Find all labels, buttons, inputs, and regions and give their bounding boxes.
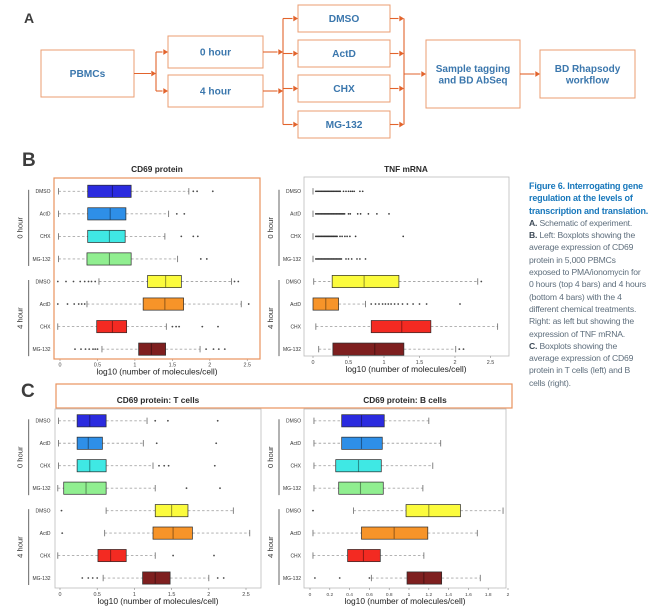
svg-text:ActD: ActD — [290, 302, 301, 308]
svg-text:2: 2 — [507, 592, 510, 598]
svg-text:0 hour: 0 hour — [266, 217, 275, 239]
svg-text:0.5: 0.5 — [345, 360, 353, 366]
svg-text:ActD: ActD — [40, 441, 51, 447]
svg-text:DMSO: DMSO — [329, 14, 360, 25]
svg-text:DMSO: DMSO — [36, 189, 51, 195]
svg-text:1.6: 1.6 — [465, 592, 472, 598]
svg-text:MG-132: MG-132 — [32, 486, 50, 492]
svg-text:ActD: ActD — [290, 531, 301, 537]
svg-text:A: A — [24, 10, 34, 26]
svg-text:ActD: ActD — [332, 49, 356, 60]
svg-text:1.8: 1.8 — [485, 592, 492, 598]
svg-text:TNF mRNA: TNF mRNA — [384, 164, 428, 174]
svg-text:CD69 protein: CD69 protein — [131, 164, 183, 174]
svg-text:MG-132: MG-132 — [283, 486, 301, 492]
svg-text:1: 1 — [133, 592, 136, 598]
svg-text:0 hour: 0 hour — [200, 48, 231, 59]
svg-text:0: 0 — [309, 592, 312, 598]
svg-text:0: 0 — [312, 360, 315, 366]
svg-text:0.5: 0.5 — [93, 592, 101, 598]
svg-text:DMSO: DMSO — [286, 419, 301, 425]
svg-text:CHX: CHX — [290, 553, 301, 559]
svg-text:1: 1 — [408, 592, 411, 598]
svg-text:0.2: 0.2 — [326, 592, 333, 598]
svg-text:log10 (number of molecules/cel: log10 (number of molecules/cell) — [97, 596, 218, 606]
svg-text:CHX: CHX — [290, 234, 301, 240]
svg-text:0.6: 0.6 — [366, 592, 373, 598]
svg-text:MG-132: MG-132 — [283, 576, 301, 582]
svg-text:0: 0 — [59, 592, 62, 598]
svg-text:2: 2 — [208, 363, 211, 369]
svg-text:log10 (number of molecules/cel: log10 (number of molecules/cell) — [344, 596, 465, 606]
svg-text:1.5: 1.5 — [168, 592, 176, 598]
svg-text:CD69 protein: B cells: CD69 protein: B cells — [363, 395, 447, 405]
svg-text:1: 1 — [383, 360, 386, 366]
svg-text:DMSO: DMSO — [36, 508, 51, 514]
svg-text:CHX: CHX — [40, 324, 51, 330]
svg-text:2.5: 2.5 — [242, 592, 250, 598]
svg-text:4 hour: 4 hour — [16, 536, 25, 558]
svg-text:CHX: CHX — [290, 324, 301, 330]
svg-text:log10 (number of molecules/cel: log10 (number of molecules/cell) — [345, 364, 466, 374]
svg-text:DMSO: DMSO — [286, 279, 301, 285]
svg-text:CHX: CHX — [40, 234, 51, 240]
svg-text:ActD: ActD — [40, 531, 51, 537]
svg-text:MG-132: MG-132 — [283, 257, 301, 263]
svg-text:0: 0 — [59, 363, 62, 369]
svg-text:2: 2 — [454, 360, 457, 366]
svg-text:DMSO: DMSO — [36, 279, 51, 285]
svg-text:ActD: ActD — [40, 302, 51, 308]
svg-text:ActD: ActD — [290, 441, 301, 447]
svg-text:CHX: CHX — [290, 464, 301, 470]
svg-text:and BD AbSeq: and BD AbSeq — [438, 75, 507, 86]
svg-text:BD Rhapsody: BD Rhapsody — [555, 64, 621, 75]
svg-text:1.2: 1.2 — [425, 592, 432, 598]
svg-text:4 hour: 4 hour — [16, 307, 25, 329]
svg-text:4 hour: 4 hour — [266, 536, 275, 558]
svg-text:MG-132: MG-132 — [283, 347, 301, 353]
svg-text:Sample tagging: Sample tagging — [436, 64, 510, 75]
svg-text:0.5: 0.5 — [94, 363, 102, 369]
svg-text:B: B — [22, 150, 36, 171]
svg-text:1.5: 1.5 — [169, 363, 177, 369]
svg-text:0 hour: 0 hour — [266, 446, 275, 468]
svg-text:1.5: 1.5 — [416, 360, 424, 366]
svg-text:4 hour: 4 hour — [266, 307, 275, 329]
svg-text:0.4: 0.4 — [346, 592, 353, 598]
svg-text:C: C — [21, 381, 35, 402]
svg-text:2.5: 2.5 — [487, 360, 495, 366]
svg-text:DMSO: DMSO — [36, 419, 51, 425]
svg-text:ActD: ActD — [40, 212, 51, 218]
svg-text:1: 1 — [133, 363, 136, 369]
svg-text:DMSO: DMSO — [286, 189, 301, 195]
svg-text:CHX: CHX — [40, 464, 51, 470]
svg-text:CHX: CHX — [40, 553, 51, 559]
svg-text:4 hour: 4 hour — [200, 87, 231, 98]
svg-text:2.5: 2.5 — [244, 363, 252, 369]
svg-text:CHX: CHX — [333, 84, 355, 95]
svg-text:MG-132: MG-132 — [32, 347, 50, 353]
svg-text:ActD: ActD — [290, 212, 301, 218]
svg-text:workflow: workflow — [565, 75, 610, 86]
svg-text:MG-132: MG-132 — [32, 576, 50, 582]
svg-text:MG-132: MG-132 — [32, 257, 50, 263]
svg-text:PBMCs: PBMCs — [70, 69, 106, 80]
svg-text:CD69 protein: T cells: CD69 protein: T cells — [117, 395, 200, 405]
svg-text:0 hour: 0 hour — [16, 446, 25, 468]
svg-text:log10 (number of molecules/cel: log10 (number of molecules/cell) — [96, 367, 217, 377]
svg-text:0 hour: 0 hour — [16, 217, 25, 239]
svg-text:DMSO: DMSO — [286, 508, 301, 514]
svg-text:0.8: 0.8 — [386, 592, 393, 598]
svg-text:MG-132: MG-132 — [326, 120, 363, 131]
svg-text:2: 2 — [207, 592, 210, 598]
svg-text:1.4: 1.4 — [445, 592, 452, 598]
